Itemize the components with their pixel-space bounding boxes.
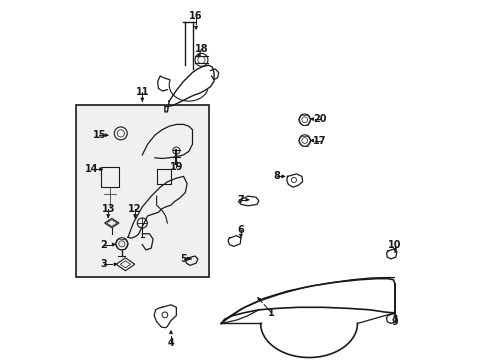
Text: 12: 12 (128, 204, 142, 214)
Text: 8: 8 (273, 171, 280, 181)
Text: 11: 11 (135, 87, 149, 97)
Bar (101, 167, 119, 187)
Text: 20: 20 (312, 114, 326, 124)
Text: 9: 9 (391, 317, 398, 327)
Text: 1: 1 (267, 308, 274, 318)
Text: 19: 19 (169, 162, 183, 172)
Text: 15: 15 (92, 130, 106, 140)
Text: 10: 10 (387, 239, 401, 249)
Text: 17: 17 (312, 136, 326, 145)
Text: 16: 16 (189, 11, 203, 21)
Text: 18: 18 (194, 44, 208, 54)
Text: 13: 13 (102, 204, 115, 214)
Text: 5: 5 (180, 254, 186, 264)
Text: 3: 3 (101, 259, 107, 269)
Text: 2: 2 (101, 239, 107, 249)
Text: 7: 7 (237, 195, 244, 205)
Text: 6: 6 (237, 225, 244, 235)
Text: 4: 4 (167, 338, 174, 348)
Bar (76, 105, 208, 277)
Text: 14: 14 (85, 164, 99, 174)
